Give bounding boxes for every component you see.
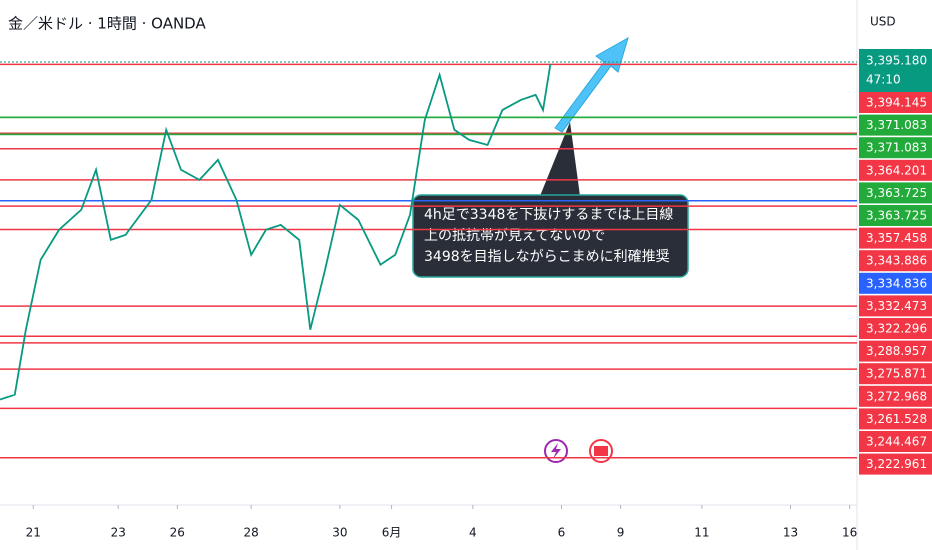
event-icon-bolt xyxy=(551,443,561,459)
currency: USD xyxy=(870,15,896,29)
level-label: 3,332.473 xyxy=(866,299,927,313)
x-tick-label: 30 xyxy=(332,526,347,540)
level-label: 3,222.961 xyxy=(866,457,927,471)
level-label: 3,275.871 xyxy=(866,367,927,381)
level-label-box xyxy=(859,453,932,475)
x-tick-label: 6月 xyxy=(382,526,402,540)
chart-title: 金／米ドル · 1時間 · OANDA xyxy=(8,15,206,33)
level-label: 3,288.957 xyxy=(866,344,927,358)
level-label-box xyxy=(859,385,932,407)
arrow xyxy=(554,36,629,133)
price-line xyxy=(0,63,552,401)
level-label: 3,357.458 xyxy=(866,231,927,245)
level-label-box xyxy=(859,114,932,136)
level-label-box xyxy=(859,363,932,385)
flag-icon-body xyxy=(594,446,608,456)
x-tick-label: 16 xyxy=(842,526,857,540)
x-tick-label: 21 xyxy=(26,526,41,540)
level-label-box xyxy=(859,318,932,339)
annotation-text: 3498を目指しながらこまめに利確推奨 xyxy=(424,249,670,265)
level-label-box xyxy=(859,137,932,159)
level-label: 3,371.083 xyxy=(866,118,927,132)
annotation-box xyxy=(412,194,689,278)
x-tick-label: 6 xyxy=(558,526,566,540)
last-price-label: 3,395.180 xyxy=(866,54,927,68)
level-label: 3,363.725 xyxy=(866,209,927,223)
level-label-box xyxy=(859,159,932,181)
level-label: 3,244.467 xyxy=(866,435,927,449)
level-label-box xyxy=(859,295,932,317)
x-tick-label: 13 xyxy=(783,526,798,540)
annotation-text: 4h足で3348を下抜けするまでは上目線 xyxy=(424,207,673,223)
level-label-box xyxy=(859,227,932,249)
level-label: 3,334.836 xyxy=(866,276,927,290)
level-label-box xyxy=(859,205,932,226)
level-label: 3,343.886 xyxy=(866,254,927,268)
level-label-box xyxy=(859,250,932,272)
level-label-box xyxy=(859,182,932,204)
x-tick-label: 28 xyxy=(244,526,259,540)
last-price-box xyxy=(859,49,932,93)
x-tick-label: 9 xyxy=(617,526,625,540)
x-tick-label: 4 xyxy=(469,526,477,540)
level-label-box xyxy=(859,408,932,430)
bubble-tail xyxy=(540,122,580,196)
level-label-box xyxy=(859,272,932,294)
level-label-box xyxy=(859,340,932,362)
annotation-text: 上の抵抗帯が見えてないので xyxy=(424,228,605,244)
level-label: 3,363.725 xyxy=(866,186,927,200)
level-label-box xyxy=(859,431,932,452)
level-label: 3,364.201 xyxy=(866,163,927,177)
level-label: 3,261.528 xyxy=(866,412,927,426)
x-tick-label: 23 xyxy=(111,526,126,540)
level-label-box xyxy=(859,92,932,113)
countdown: 47:10 xyxy=(866,73,901,87)
level-label: 3,394.145 xyxy=(866,96,927,110)
level-label: 3,371.083 xyxy=(866,141,927,155)
level-label: 3,322.296 xyxy=(866,322,927,336)
x-tick-label: 11 xyxy=(694,526,709,540)
level-label: 3,272.968 xyxy=(866,389,927,403)
x-tick-label: 26 xyxy=(170,526,185,540)
